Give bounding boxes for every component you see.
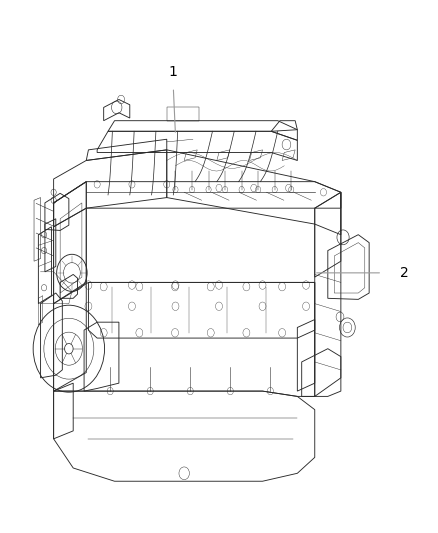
Text: 1: 1 (169, 66, 178, 79)
Text: 2: 2 (399, 266, 408, 280)
